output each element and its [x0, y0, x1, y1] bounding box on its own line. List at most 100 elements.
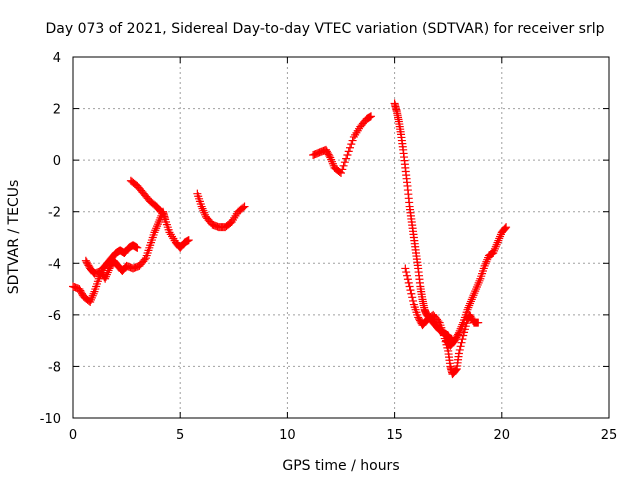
data-point: [328, 159, 337, 168]
data-point: [455, 326, 464, 335]
data-point: [230, 213, 239, 222]
chart-title: Day 073 of 2021, Sidereal Day-to-day VTE…: [45, 21, 604, 37]
data-point: [457, 338, 466, 347]
data-point: [469, 291, 478, 300]
y-tick-label: -4: [48, 257, 61, 272]
data-point: [451, 366, 460, 375]
data-point: [465, 301, 474, 310]
data-point: [404, 278, 413, 287]
data-point: [481, 259, 490, 268]
data-point: [352, 128, 361, 137]
x-tick-label: 0: [69, 428, 77, 443]
plot-frame: [72, 56, 610, 419]
x-tick-label: 10: [279, 428, 296, 443]
data-point: [473, 280, 482, 289]
data-point: [456, 342, 465, 351]
data-point: [338, 165, 347, 174]
data-point: [471, 287, 480, 296]
data-point: [408, 293, 417, 302]
data-point: [169, 234, 178, 243]
data-point: [403, 275, 412, 284]
data-point: [472, 283, 481, 292]
y-tick-label: -6: [48, 309, 61, 324]
data-point: [472, 285, 481, 294]
y-axis-label: SDTVAR / TECUs: [6, 180, 22, 295]
data-point: [457, 322, 466, 331]
data-point: [367, 112, 376, 121]
data-point: [347, 140, 356, 149]
data-point: [228, 215, 237, 224]
data-point: [151, 226, 160, 235]
data-point: [231, 211, 240, 220]
data-point: [101, 274, 110, 283]
data-point: [197, 202, 206, 211]
data-point: [168, 232, 177, 241]
data-point: [199, 206, 208, 215]
data-point: [133, 243, 142, 252]
data-point: [502, 223, 511, 232]
data-point: [86, 297, 95, 306]
data-point: [474, 278, 483, 287]
data-point: [327, 157, 336, 166]
data-point: [489, 248, 498, 257]
data-point: [343, 150, 352, 159]
data-point: [349, 132, 358, 141]
data-point: [454, 328, 463, 337]
data-point: [490, 246, 499, 255]
data-point: [87, 293, 96, 302]
data-point: [466, 299, 475, 308]
data-point: [470, 289, 479, 298]
data-point: [482, 257, 491, 266]
data-point: [406, 286, 415, 295]
data-point: [325, 152, 334, 161]
data-point: [496, 232, 505, 241]
y-tick-label: 2: [53, 103, 61, 118]
data-point: [327, 155, 336, 164]
data-point: [480, 261, 489, 270]
data-point: [198, 204, 207, 213]
x-tick-label: 15: [386, 428, 403, 443]
data-point: [240, 202, 249, 211]
data-point: [344, 147, 353, 156]
data-point: [490, 244, 499, 253]
data-point: [468, 293, 477, 302]
y-tick-label: -8: [48, 360, 61, 375]
data-point: [458, 335, 467, 344]
data-point: [342, 154, 351, 163]
data-point: [89, 289, 98, 298]
x-tick-label: 5: [176, 428, 184, 443]
data-point: [340, 158, 349, 167]
data-point: [501, 224, 510, 233]
data-point: [458, 320, 467, 329]
data-point: [466, 297, 475, 306]
data-point: [491, 242, 500, 251]
data-point: [454, 330, 463, 339]
data-point: [475, 276, 484, 285]
data-point: [467, 295, 476, 304]
axis-ticks: 0 5 10 15 20 25 -10 -8 -6 -4 -2 0 2 4: [40, 51, 618, 443]
data-point: [434, 317, 443, 326]
data-point: [353, 126, 362, 135]
data-point: [88, 291, 97, 300]
data-point: [474, 318, 483, 327]
data-point: [348, 136, 357, 145]
data-point: [500, 225, 509, 234]
data-point: [493, 238, 502, 247]
y-tick-label: -2: [48, 206, 61, 221]
x-tick-label: 20: [494, 428, 511, 443]
data-point: [239, 203, 248, 212]
data-point: [166, 230, 175, 239]
data-point: [337, 169, 345, 178]
data-point: [454, 349, 463, 358]
series-points: [69, 99, 511, 379]
y-tick-label: 4: [53, 51, 61, 66]
data-point: [326, 153, 335, 162]
y-tick-label: -10: [40, 412, 61, 427]
data-point: [402, 268, 411, 277]
data-point: [153, 222, 162, 231]
data-point: [451, 367, 460, 376]
data-point: [152, 224, 161, 233]
data-point: [150, 228, 159, 237]
data-point: [351, 130, 360, 139]
y-tick-label: 0: [53, 154, 61, 169]
